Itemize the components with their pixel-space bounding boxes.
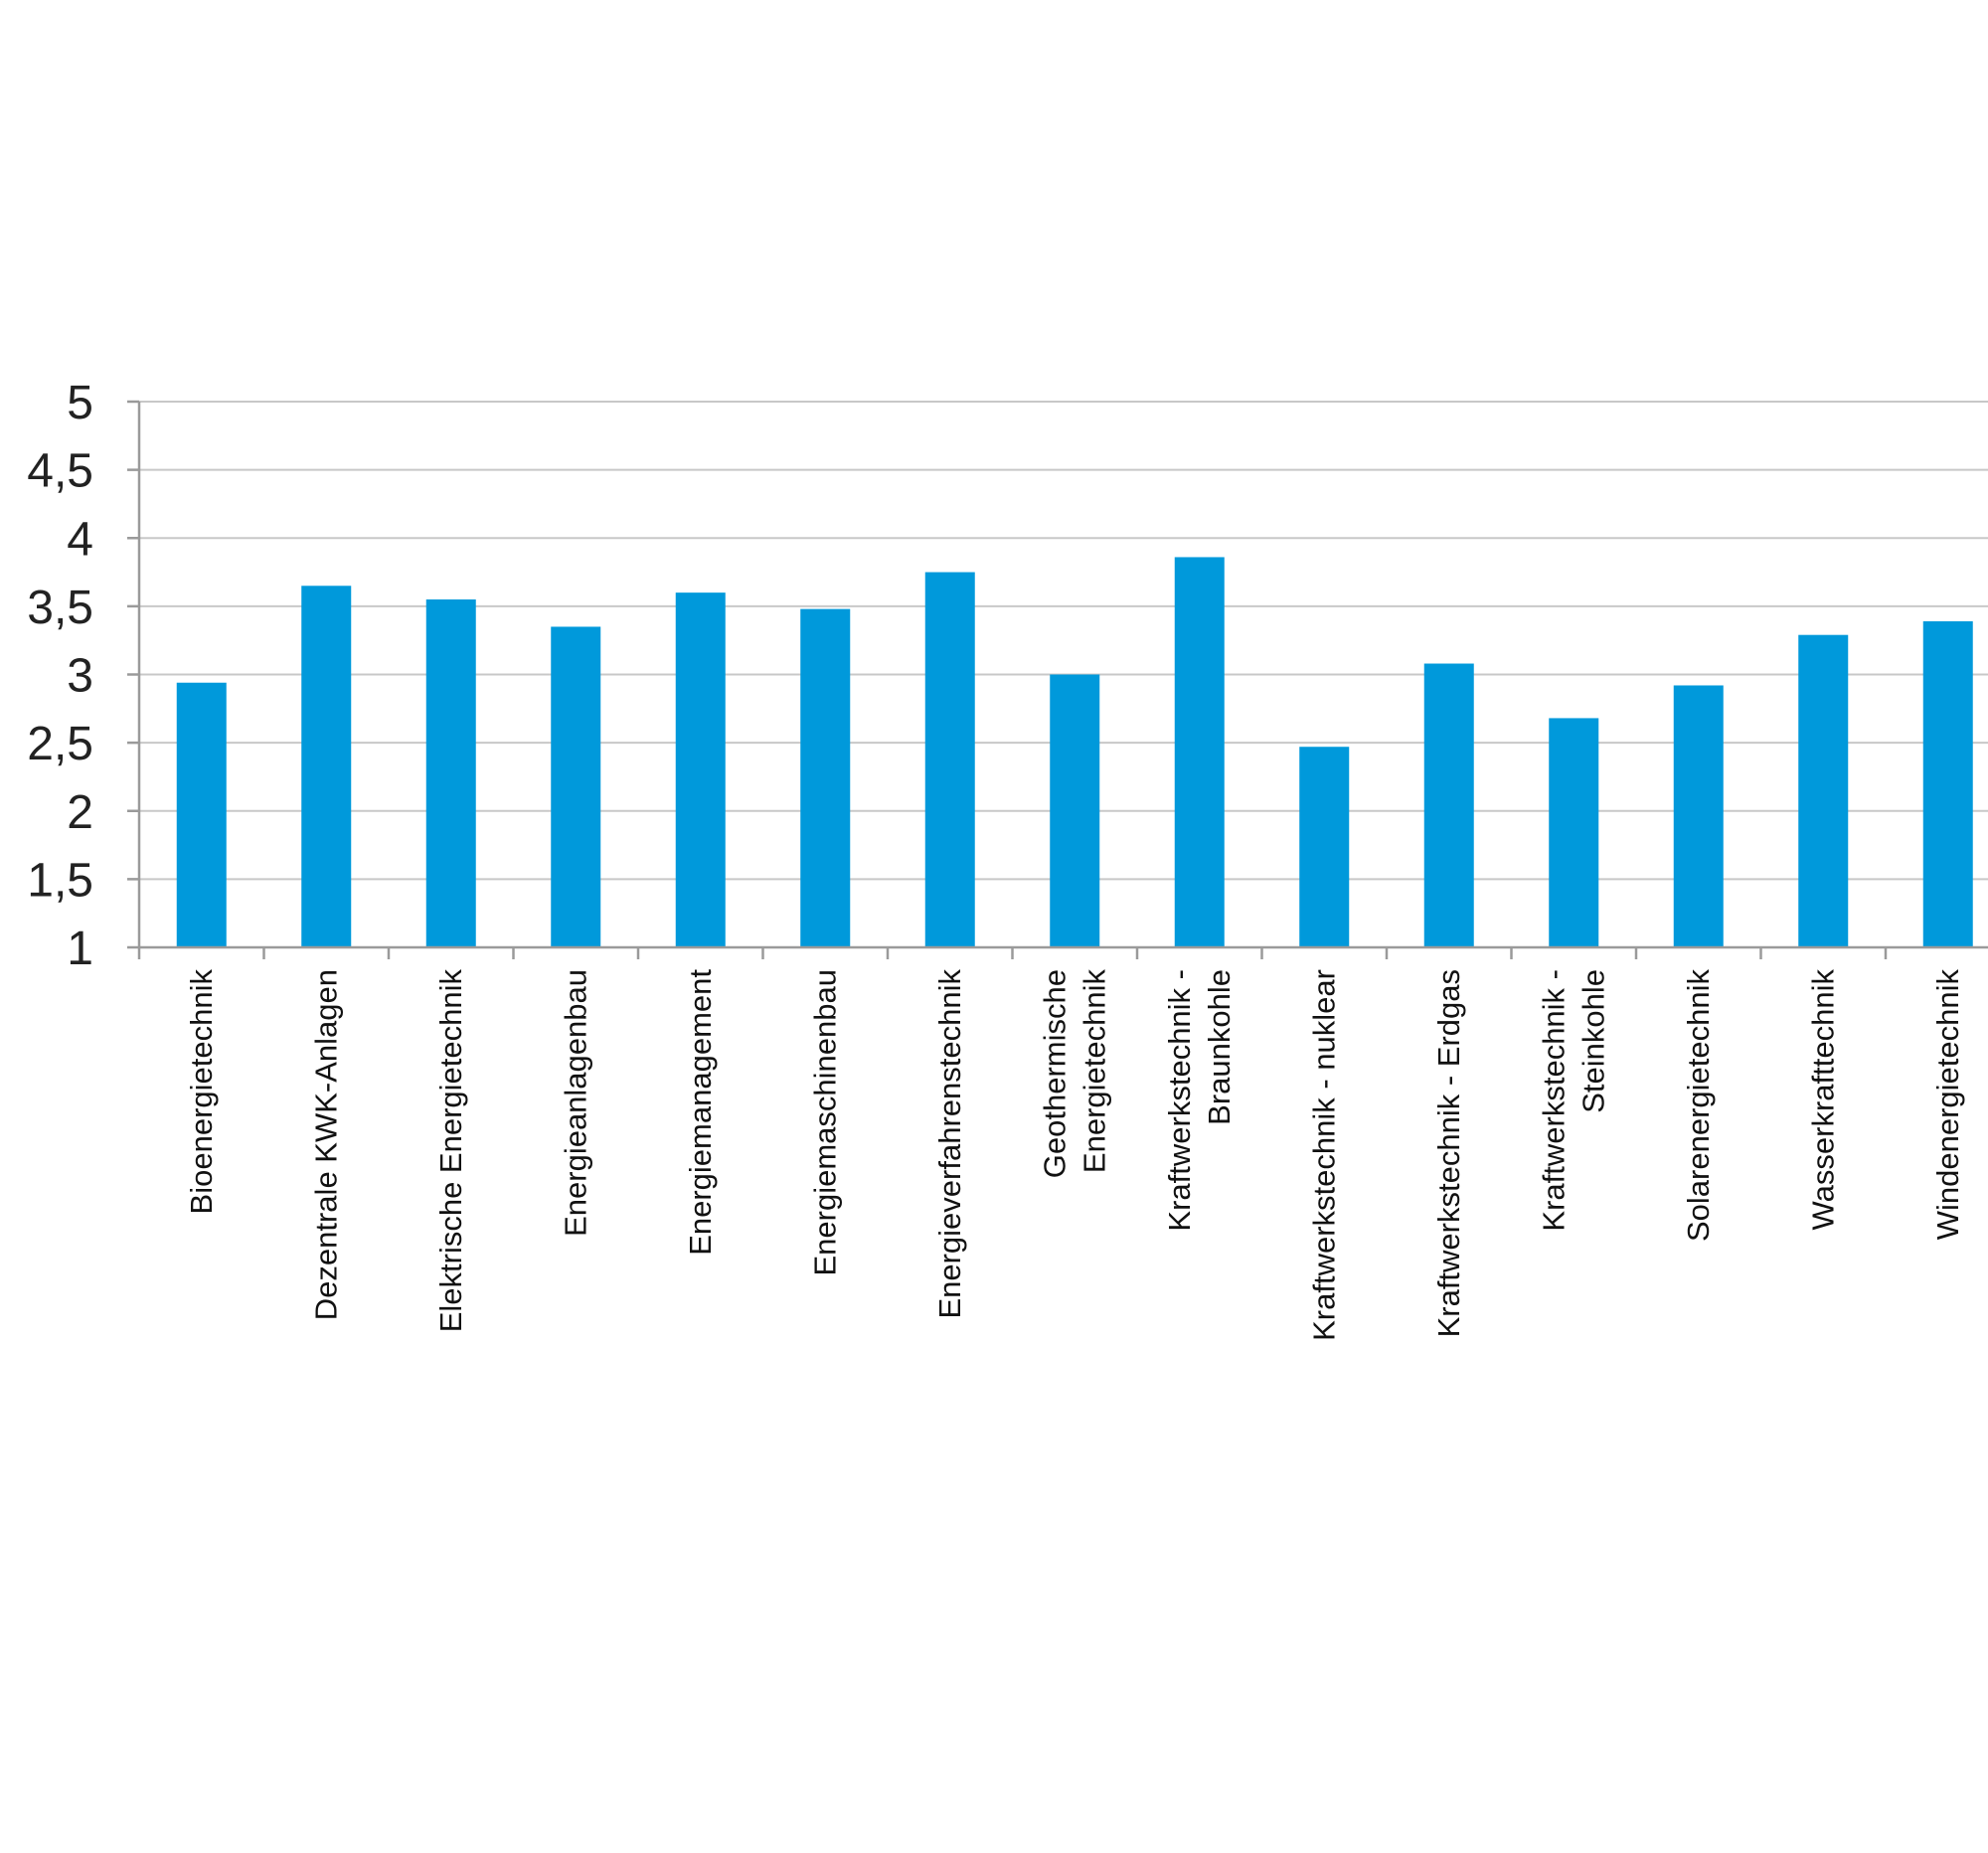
bar [425, 599, 476, 947]
y-tick-label: 2,5 [27, 718, 93, 770]
y-tick-label: 4,5 [27, 445, 93, 498]
category-label: Kraftwerkstechnik - Erdgas [1431, 969, 1466, 1337]
bar [1798, 634, 1849, 947]
bar [675, 592, 726, 947]
y-tick-label: 5 [67, 377, 93, 429]
category-labels: Bioenergietechnik Dezentrale KWK-Anlagen E… [184, 969, 1965, 1341]
bars [176, 557, 1973, 947]
category-label: Energieanlagenbau [558, 969, 592, 1237]
category-label: Kraftwerkstechnik - [1162, 969, 1197, 1232]
y-tick-labels: 1 1,5 2 2,5 3 3,5 4 4,5 5 [27, 377, 93, 975]
category-label: Braunkohle [1202, 969, 1237, 1125]
y-tick-label: 4 [67, 513, 93, 566]
category-label: Steinkohle [1575, 969, 1610, 1113]
category-label: Energieverfahrenstechnik [932, 969, 967, 1319]
y-tick-label: 1 [67, 923, 93, 975]
bar [1299, 747, 1350, 947]
axes [127, 400, 1988, 959]
y-tick-label: 3 [67, 650, 93, 703]
category-label: Energietechnik [1077, 969, 1111, 1174]
bar [924, 572, 975, 947]
category-label: Kraftwerkstechnik - [1536, 969, 1571, 1232]
category-label: Dezentrale KWK-Anlagen [308, 969, 343, 1320]
y-tick-label: 1,5 [27, 854, 93, 907]
category-label: Wasserkrafttechnik [1805, 969, 1840, 1231]
bar [551, 626, 601, 947]
y-tick-label: 2 [67, 786, 93, 839]
bar [1423, 663, 1474, 947]
category-label: Geothermische [1037, 969, 1072, 1178]
category-label: Kraftwerkstechnik - nuklear [1306, 969, 1341, 1341]
bar [800, 608, 851, 947]
category-label: Windenergietechnik [1930, 969, 1965, 1241]
y-tick-label: 3,5 [27, 582, 93, 634]
category-label: Energiemaschinenbau [807, 969, 842, 1276]
bar [1549, 718, 1599, 947]
bar [176, 682, 227, 947]
bar [1174, 557, 1225, 947]
bar [1050, 674, 1100, 947]
bar [1673, 685, 1724, 947]
category-label: Bioenergietechnik [184, 969, 219, 1215]
category-label: Elektrische Energietechnik [433, 969, 468, 1333]
bar [301, 586, 352, 947]
bar [1922, 620, 1973, 947]
category-label: Solarenergietechnik [1681, 969, 1716, 1243]
category-label: Energiemanagement [683, 969, 718, 1256]
